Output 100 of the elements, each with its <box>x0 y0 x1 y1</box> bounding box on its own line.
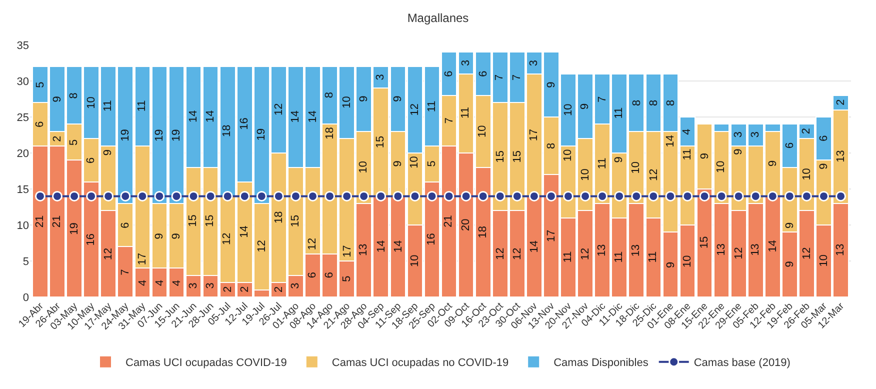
data-label: 9 <box>51 96 64 102</box>
data-label: 8 <box>545 142 558 150</box>
data-label: 14 <box>290 110 302 123</box>
data-label: 9 <box>732 148 744 155</box>
data-label: 8 <box>648 100 660 106</box>
data-label: 12 <box>272 103 285 116</box>
data-label: 15 <box>698 236 711 249</box>
data-label: 13 <box>596 244 608 257</box>
data-label: 14 <box>188 110 200 123</box>
data-label: 2 <box>800 128 812 134</box>
data-label: 11 <box>460 107 472 118</box>
data-label: 9 <box>579 103 592 110</box>
data-label: 3 <box>732 131 745 138</box>
data-label: 10 <box>801 168 814 180</box>
data-label: 21 <box>50 215 63 228</box>
data-label: 9 <box>766 160 779 166</box>
data-label: 8 <box>68 92 80 99</box>
data-label: 16 <box>84 233 97 246</box>
data-label: 6 <box>119 222 132 228</box>
data-label: 5 <box>426 160 438 167</box>
data-label: 13 <box>630 244 642 257</box>
data-label: 17 <box>341 245 354 258</box>
y-tick-label: 5 <box>22 256 29 268</box>
y-tick-label: 20 <box>16 148 29 160</box>
data-label: 3 <box>528 60 540 66</box>
data-label: 9 <box>358 96 370 102</box>
data-label: 14 <box>375 240 388 252</box>
data-label: 7 <box>596 96 608 102</box>
data-label: 11 <box>612 251 625 263</box>
data-label: 12 <box>648 168 660 182</box>
data-label: 11 <box>612 107 625 119</box>
data-label: 7 <box>494 74 506 81</box>
data-label: 10 <box>341 96 354 108</box>
y-tick-label: 25 <box>16 112 29 124</box>
data-label: 13 <box>834 244 847 256</box>
data-label: 12 <box>494 248 506 260</box>
data-label: 21 <box>34 215 46 228</box>
data-label: 14 <box>664 135 677 148</box>
data-label: 10 <box>86 96 98 109</box>
data-label: 8 <box>630 100 643 106</box>
data-label: 10 <box>818 254 830 267</box>
data-label: 10 <box>580 168 592 181</box>
data-label: 17 <box>545 230 558 242</box>
data-label: 5 <box>34 82 47 88</box>
data-label: 13 <box>835 150 848 162</box>
data-label: 15 <box>512 150 524 163</box>
data-label: 5 <box>68 139 80 146</box>
data-label: 8 <box>323 92 336 98</box>
data-label: 12 <box>579 248 592 260</box>
data-label: 10 <box>357 161 370 174</box>
data-label: 11 <box>562 251 574 263</box>
data-label: 3 <box>374 74 386 80</box>
data-label: 10 <box>681 255 694 268</box>
data-label: 14 <box>204 110 217 123</box>
y-tick-label: 10 <box>16 220 29 232</box>
data-label: 19 <box>170 129 182 142</box>
legend-label: Camas UCI ocupadas COVID-19 <box>126 357 287 370</box>
data-label: 9 <box>818 163 830 170</box>
data-label: 3 <box>750 131 762 138</box>
data-label: 10 <box>715 160 728 173</box>
data-label: 15 <box>289 214 302 228</box>
data-label: 9 <box>546 82 558 88</box>
data-label: 19 <box>256 128 268 141</box>
data-label: 13 <box>715 244 728 256</box>
data-label: 9 <box>698 152 711 160</box>
data-label: 3 <box>187 282 200 289</box>
data-label: 2 <box>835 99 848 106</box>
data-label: 11 <box>102 100 114 112</box>
data-label: 9 <box>170 233 183 240</box>
data-label: 7 <box>510 74 523 81</box>
legend-label: Camas Disponibles <box>554 357 649 370</box>
data-label: 4 <box>170 280 183 286</box>
data-label: 4 <box>154 280 166 286</box>
data-label: 9 <box>784 222 796 228</box>
data-label: 10 <box>562 104 574 116</box>
data-label: 12 <box>256 240 268 252</box>
data-label: 6 <box>34 121 46 128</box>
data-label: 9 <box>392 96 404 102</box>
data-label: 15 <box>494 150 507 163</box>
y-tick-label: 30 <box>16 76 29 88</box>
data-label: 4 <box>681 128 694 135</box>
data-label: 12 <box>306 238 318 250</box>
data-label: 2 <box>52 136 64 142</box>
data-label: 11 <box>682 148 694 160</box>
data-label: 2 <box>238 286 251 292</box>
data-label: 12 <box>800 247 813 260</box>
data-label: 17 <box>528 128 540 142</box>
data-label: 9 <box>102 149 114 156</box>
data-label: 9 <box>784 261 796 268</box>
chart-title: Magallanes <box>407 11 469 26</box>
data-label: 3 <box>460 60 472 66</box>
data-label: 10 <box>562 149 574 162</box>
data-label: 7 <box>120 269 132 276</box>
data-label: 11 <box>596 158 609 170</box>
data-label: 6 <box>323 272 336 278</box>
data-label: 10 <box>408 254 421 267</box>
data-label: 12 <box>511 248 524 260</box>
data-label: 11 <box>136 100 148 112</box>
data-label: 14 <box>528 240 541 253</box>
data-label: 15 <box>187 214 200 227</box>
